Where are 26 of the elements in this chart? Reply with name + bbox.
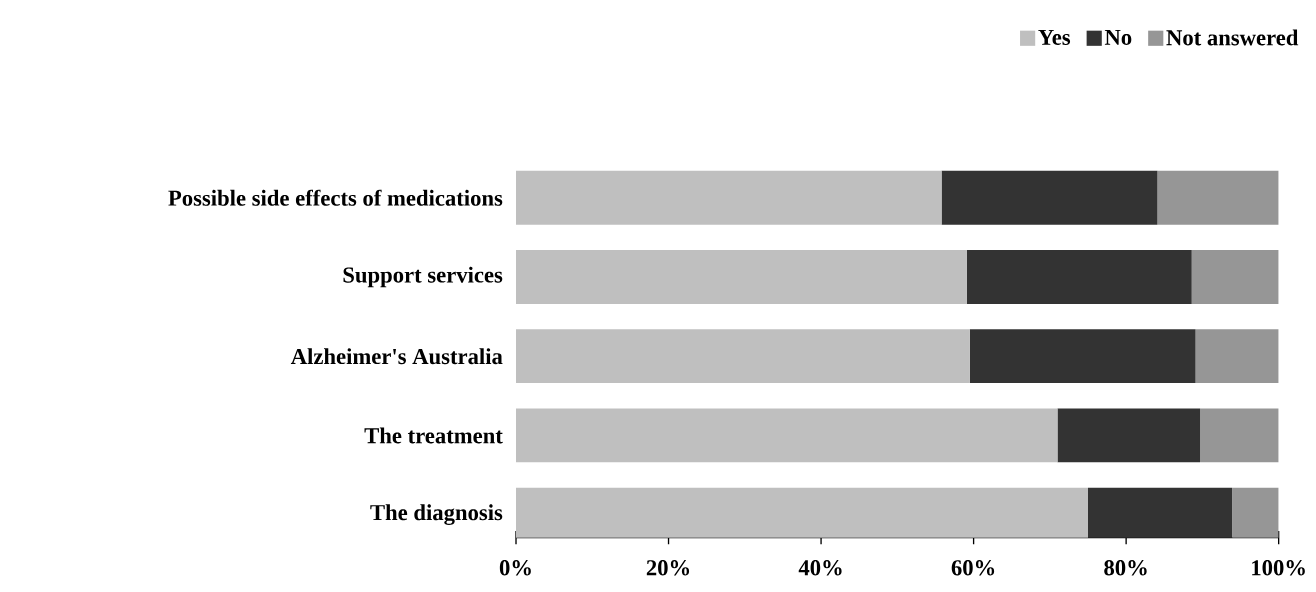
bar [941, 170, 1158, 225]
x-tick-label: 100% [1252, 560, 1305, 576]
bar [1057, 408, 1201, 463]
x-tick-label: 60% [951, 560, 995, 576]
x-tick-label: 20% [646, 560, 690, 576]
bar [966, 250, 1192, 304]
bar [516, 408, 1058, 463]
y-tick-label: The diagnosis [370, 504, 503, 526]
x-tick-label: 80% [1104, 560, 1147, 576]
legend-label: No [1104, 29, 1132, 45]
bar [516, 250, 967, 304]
bar [516, 329, 970, 384]
y-tick-label: Support services [343, 266, 503, 288]
y-tick-label: Possible side effects of medications [168, 189, 503, 206]
x-tick-label: 0% [499, 560, 531, 576]
bar [1191, 250, 1279, 304]
bar [516, 170, 942, 225]
x-tick-label: 40% [798, 560, 842, 576]
y-tick-label: The treatment [364, 427, 503, 444]
bar [969, 329, 1196, 384]
bar [1195, 329, 1279, 384]
y-tick-label: Alzheimer's Australia [290, 348, 503, 365]
bar [1200, 408, 1279, 463]
legend-label: Yes [1038, 29, 1071, 45]
legend-label: Not answered [1166, 29, 1299, 46]
bar [1157, 170, 1279, 225]
